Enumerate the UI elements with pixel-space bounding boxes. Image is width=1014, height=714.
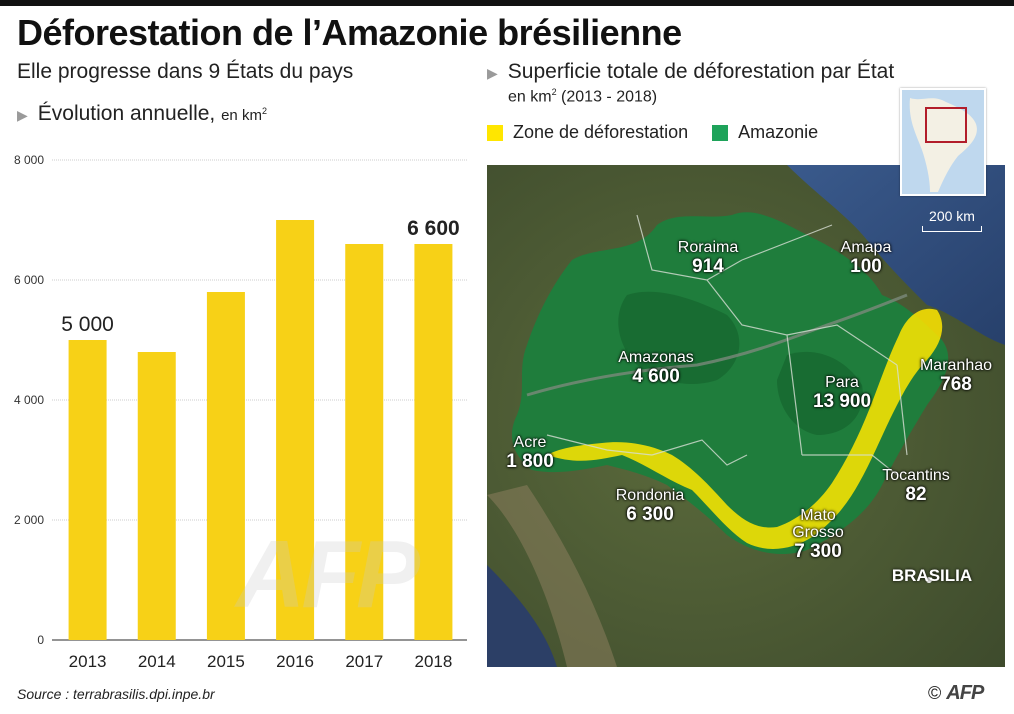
inset-highlight-box — [925, 107, 967, 143]
source-note: Source : terrabrasilis.dpi.inpe.br — [17, 686, 215, 702]
amazonie-zone — [512, 212, 949, 555]
state-name: Mato Grosso — [792, 507, 844, 541]
state-name: Tocantins — [882, 467, 950, 484]
afp-watermark: AFP — [236, 521, 420, 628]
state-name: Amazonas — [618, 349, 694, 366]
state-value: 13 900 — [812, 390, 872, 412]
y-tick-label: 8 000 — [14, 153, 44, 167]
bar-2018 — [414, 244, 453, 640]
pacific-ocean — [487, 565, 557, 667]
bar-section-heading: ▶ Évolution annuelle, en km2 — [17, 102, 267, 126]
triangle-bullet-icon: ▶ — [487, 65, 498, 81]
amazon-deforestation-map — [487, 165, 1005, 667]
state-borders — [546, 214, 908, 476]
inset-canvas — [902, 90, 984, 194]
atlantic-ocean — [787, 165, 1005, 345]
legend-swatch-amazonie — [712, 124, 729, 141]
x-tick-label: 2015 — [207, 652, 245, 671]
y-tick-label: 6 000 — [14, 273, 44, 287]
x-tick-label: 2018 — [415, 652, 453, 671]
bar-section-unit: en km2 — [221, 106, 267, 124]
bar-2014 — [137, 352, 176, 640]
x-tick-label: 2016 — [276, 652, 314, 671]
state-value: 7 300 — [794, 540, 842, 562]
y-tick-label: 4 000 — [14, 393, 44, 407]
state-name: Acre — [513, 434, 547, 451]
state-label-amapa: Amapa 100 — [840, 239, 892, 277]
state-value: 768 — [940, 373, 972, 395]
forest-patch — [777, 351, 863, 435]
bar-2013 — [68, 340, 107, 640]
bar-section-title: Évolution annuelle, — [37, 102, 216, 125]
annual-deforestation-bar-chart: 0 2 000 4 000 6 000 8 000 2013 5 000 2014 2015 20… — [14, 153, 467, 671]
state-value: 82 — [905, 483, 927, 505]
top-rule — [0, 0, 1014, 6]
legend-label-amazonie: Amazonie — [738, 122, 819, 142]
state-name: Rondonia — [615, 487, 685, 504]
state-label-amazonas: Amazonas 4 600 — [618, 349, 694, 387]
brasilia-marker — [926, 577, 932, 583]
state-value: 4 600 — [632, 365, 680, 387]
andes-terrain — [487, 485, 617, 667]
map-legend: Zone de déforestation Amazonie — [487, 122, 842, 143]
x-tick-label: 2017 — [345, 652, 383, 671]
copyright: © AFP — [928, 682, 984, 704]
amazon-river — [526, 293, 908, 397]
state-value: 1 800 — [506, 450, 554, 472]
y-tick-label: 2 000 — [14, 513, 44, 527]
legend-label-deforestation: Zone de déforestation — [513, 122, 689, 142]
map-section-heading: ▶ Superficie totale de déforestation par … — [487, 60, 894, 84]
state-label-mato-grosso: Mato Grosso 7 300 — [792, 507, 844, 562]
map-canvas — [487, 165, 1005, 667]
x-tick-label: 2014 — [138, 652, 176, 671]
legend-item-deforestation: Zone de déforestation — [487, 122, 688, 143]
capital-label-brasilia: BRASILIA — [891, 566, 973, 585]
state-label-tocantins: Tocantins 82 — [882, 467, 950, 505]
triangle-bullet-icon: ▶ — [17, 107, 28, 123]
state-value: 6 300 — [626, 503, 674, 525]
bar-2017 — [345, 244, 384, 640]
south-america-inset-map — [900, 88, 986, 196]
state-value: 100 — [850, 255, 882, 277]
state-name: Roraima — [677, 239, 739, 256]
x-tick-label: 2013 — [69, 652, 107, 671]
state-name: Amapa — [840, 239, 892, 256]
legend-item-amazonie: Amazonie — [712, 122, 818, 143]
bar-2016 — [276, 220, 315, 640]
data-label: 5 000 — [61, 313, 114, 336]
map-section-title: Superficie totale de déforestation par É… — [507, 60, 895, 83]
scale-bar: 200 km — [922, 208, 982, 232]
afp-logo: AFP — [946, 682, 984, 704]
state-label-rondonia: Rondonia 6 300 — [615, 487, 685, 525]
data-label: 6 600 — [407, 217, 460, 240]
state-value: 914 — [692, 255, 724, 277]
state-label-maranhao: Maranhao 768 — [919, 357, 993, 395]
map-section-unit: en km2 (2013 - 2018) — [508, 87, 658, 106]
state-name: Maranhao — [919, 357, 993, 374]
bar-2015 — [206, 292, 245, 640]
state-name: Para — [825, 374, 859, 391]
state-label-para: Para 13 900 — [812, 374, 872, 412]
legend-swatch-deforestation — [487, 124, 503, 141]
state-label-roraima: Roraima 914 — [677, 239, 739, 277]
y-tick-label: 0 — [37, 633, 44, 647]
deforestation-zone — [547, 308, 943, 549]
page-title: Déforestation de l’Amazonie brésilienne — [17, 12, 682, 53]
page-subtitle: Elle progresse dans 9 États du pays — [17, 60, 354, 83]
scale-label: 200 km — [929, 208, 975, 224]
state-label-acre: Acre 1 800 — [506, 434, 554, 472]
